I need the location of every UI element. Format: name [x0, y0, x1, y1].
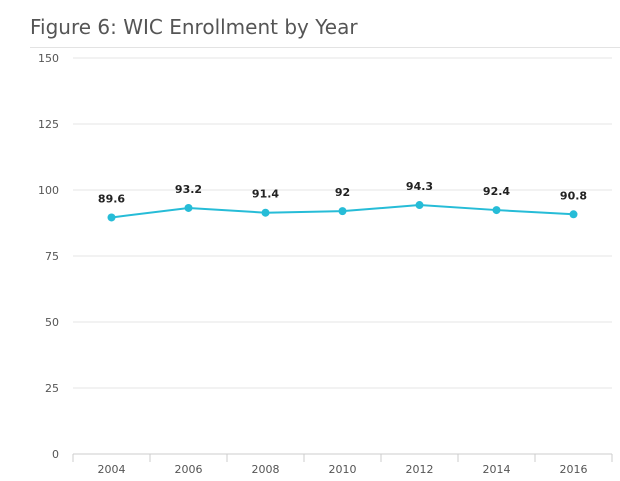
data-point	[338, 207, 347, 216]
x-tick-label: 2016	[560, 463, 588, 476]
gridlines	[73, 57, 612, 389]
x-tick-label: 2014	[483, 463, 511, 476]
y-tick-label: 125	[38, 118, 59, 131]
data-label: 94.3	[406, 180, 433, 193]
y-tick-label: 50	[45, 316, 59, 329]
series-line-group	[107, 201, 578, 222]
title-divider	[30, 47, 620, 48]
data-label: 90.8	[560, 189, 587, 202]
y-tick-label: 100	[38, 184, 59, 197]
data-point	[569, 210, 578, 219]
x-tick-label: 2006	[175, 463, 203, 476]
data-label: 93.2	[175, 183, 202, 196]
data-point	[107, 213, 116, 222]
data-label: 92	[335, 186, 350, 199]
data-labels: 89.6 93.2 91.4 92 94.3 92.4 90.8	[98, 180, 587, 205]
data-point	[492, 206, 501, 215]
x-tick-label: 2008	[252, 463, 280, 476]
data-point	[415, 201, 424, 210]
data-point	[261, 208, 270, 217]
data-label: 89.6	[98, 192, 125, 205]
y-axis: 0 25 50 75 100 125 150	[38, 52, 59, 461]
data-label: 92.4	[483, 185, 510, 198]
y-tick-label: 75	[45, 250, 59, 263]
chart-title: Figure 6: WIC Enrollment by Year	[30, 15, 358, 39]
y-tick-label: 0	[52, 448, 59, 461]
x-tick-label: 2010	[329, 463, 357, 476]
x-axis: 2004 2006 2008 2010 2012 2014 2016	[72, 453, 613, 476]
y-tick-label: 150	[38, 52, 59, 65]
x-tick-label: 2004	[98, 463, 126, 476]
data-label: 91.4	[252, 188, 279, 201]
y-tick-label: 25	[45, 382, 59, 395]
data-point	[184, 203, 193, 212]
x-tick-label: 2012	[406, 463, 434, 476]
